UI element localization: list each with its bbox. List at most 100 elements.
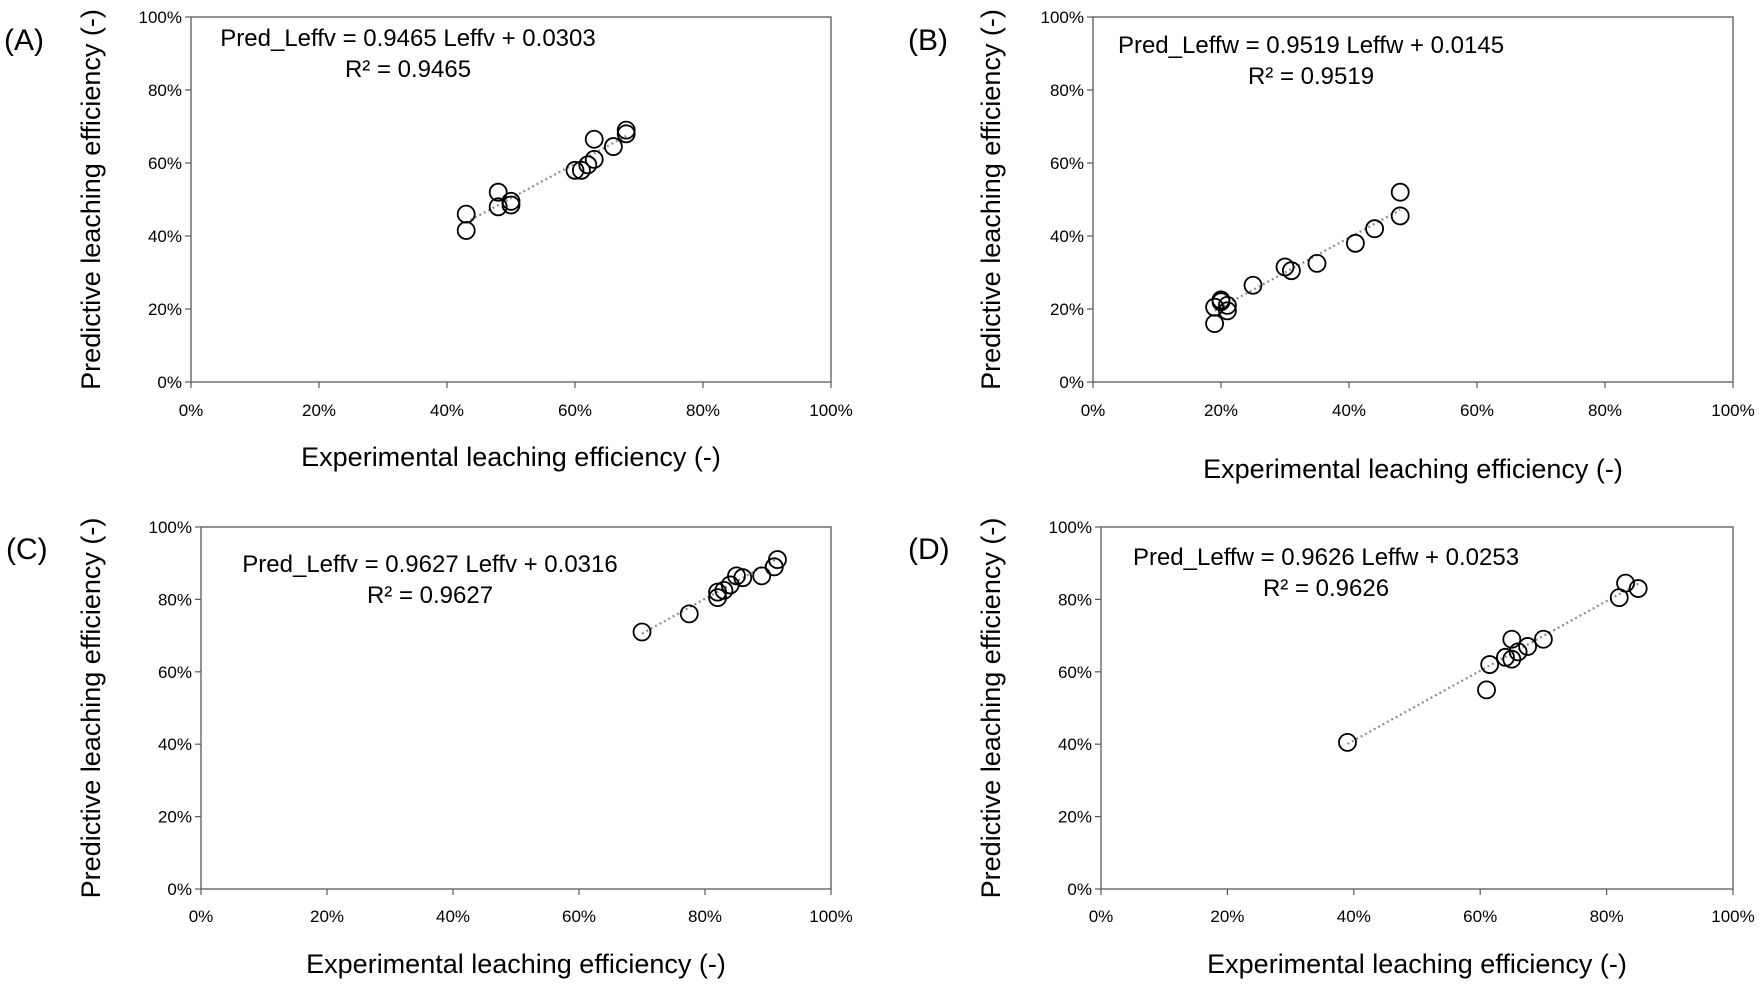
r-squared-label: R² = 0.9626 (1263, 575, 1389, 602)
data-point (584, 129, 604, 149)
data-point (565, 160, 585, 180)
y-tick-label: 0% (167, 880, 192, 899)
x-tick-label: 60% (562, 907, 596, 926)
data-point (708, 588, 727, 607)
panel-label: (D) (908, 533, 950, 566)
data-point (1502, 629, 1522, 649)
x-tick-label: 40% (1332, 401, 1366, 420)
r-squared-label: R² = 0.9627 (367, 582, 493, 609)
data-point (616, 124, 636, 144)
x-tick-label: 80% (688, 907, 722, 926)
data-point (679, 604, 699, 624)
x-tick-label: 80% (686, 401, 720, 420)
x-tick-label: 0% (1089, 907, 1114, 926)
data-point (632, 622, 652, 642)
chart-panel-3: (C) 0% 20% 40% 60% 80% 100% 0% 20% 40% 60% 80% 100% E… (6, 518, 853, 979)
x-tick-label: 100% (809, 401, 852, 420)
y-tick-label: 100% (1041, 8, 1084, 27)
x-tick-label: 60% (1463, 907, 1497, 926)
data-point (1307, 253, 1327, 273)
y-tick-label: 40% (1050, 227, 1084, 246)
y-tick-label: 80% (158, 590, 192, 609)
x-tick-label: 100% (1711, 907, 1754, 926)
x-tick-label: 20% (1204, 401, 1238, 420)
trendline (641, 557, 778, 635)
data-point (1205, 297, 1224, 317)
x-tick-label: 40% (430, 401, 464, 420)
data-point (456, 204, 476, 224)
data-point (1616, 573, 1635, 593)
panel-label: (A) (4, 24, 44, 57)
data-point (1243, 275, 1263, 295)
y-tick-label: 80% (1050, 81, 1084, 100)
data-point (1218, 295, 1237, 315)
data-point (1508, 642, 1528, 662)
y-tick-label: 20% (158, 808, 192, 827)
trendline-equation: Pred_Leffw = 0.9626 Leffw + 0.0253 (1133, 544, 1519, 571)
trendline-equation: Pred_Leffv = 0.9465 Leffv + 0.0303 (220, 25, 595, 52)
x-tick-label: 80% (1588, 401, 1622, 420)
trendline (1346, 582, 1639, 745)
y-tick-label: 100% (139, 8, 182, 27)
y-axis-title: Predictive leaching efficiency (-) (76, 9, 106, 390)
y-tick-label: 80% (1058, 590, 1092, 609)
y-tick-label: 20% (1058, 808, 1092, 827)
data-point (604, 137, 623, 156)
y-tick-label: 80% (148, 81, 182, 100)
data-point (1518, 637, 1537, 656)
plot-area-frame (1092, 16, 1734, 383)
chart-panel-2: (B) 0% 20% 40% 60% 80% 100% 0% 20% 40% 60% 80% 100% E… (908, 8, 1755, 484)
y-axis-title: Predictive leaching efficiency (-) (976, 9, 1006, 390)
y-tick-label: 0% (1067, 880, 1092, 899)
y-tick-label: 40% (1058, 735, 1092, 754)
r-squared-label: R² = 0.9465 (345, 56, 471, 83)
x-axis-title: Experimental leaching efficiency (-) (1203, 454, 1623, 484)
data-point (1628, 579, 1648, 598)
data-point (1480, 655, 1500, 674)
y-tick-label: 60% (148, 154, 182, 173)
y-tick-label: 60% (1058, 663, 1092, 682)
x-axis-title: Experimental leaching efficiency (-) (306, 949, 726, 979)
x-tick-label: 20% (1210, 907, 1244, 926)
data-point (488, 182, 508, 202)
y-axis-title: Predictive leaching efficiency (-) (976, 518, 1006, 899)
data-point (714, 580, 734, 600)
trendline (1214, 208, 1401, 312)
data-point (768, 550, 787, 569)
x-tick-label: 0% (1081, 401, 1106, 420)
data-point (1534, 629, 1553, 649)
plot-area-frame (190, 16, 832, 383)
y-axis-title: Predictive leaching efficiency (-) (76, 518, 106, 899)
x-tick-label: 0% (179, 401, 204, 420)
data-point (488, 197, 508, 217)
chart-panel-4: (D) 0% 20% 40% 60% 80% 100% 0% 20% 40% 60% 80% 100% E… (908, 518, 1755, 979)
data-point (1338, 732, 1357, 752)
x-tick-label: 80% (1590, 907, 1624, 926)
data-point (584, 149, 604, 169)
data-point (501, 195, 521, 215)
data-point (752, 566, 772, 586)
y-tick-label: 0% (157, 373, 182, 392)
trendline (465, 135, 627, 224)
r-squared-label: R² = 0.9519 (1248, 63, 1374, 90)
y-tick-label: 60% (1050, 154, 1084, 173)
y-tick-label: 20% (1050, 300, 1084, 319)
y-tick-label: 40% (148, 227, 182, 246)
data-point (1218, 301, 1237, 321)
data-point (456, 221, 476, 240)
data-point (1205, 314, 1224, 334)
data-point (1346, 233, 1365, 253)
data-point (578, 155, 598, 175)
x-tick-label: 20% (310, 907, 344, 926)
x-tick-label: 40% (1337, 907, 1371, 926)
y-tick-label: 0% (1059, 373, 1084, 392)
data-point (733, 568, 753, 588)
panel-label: (C) (6, 533, 48, 566)
data-point (1390, 182, 1410, 202)
x-axis-title: Experimental leaching efficiency (-) (301, 442, 721, 472)
data-point (1275, 257, 1295, 277)
x-axis-title: Experimental leaching efficiency (-) (1207, 949, 1627, 979)
trendline-equation: Pred_Leffv = 0.9627 Leffv + 0.0316 (242, 551, 617, 578)
x-tick-label: 100% (809, 907, 852, 926)
